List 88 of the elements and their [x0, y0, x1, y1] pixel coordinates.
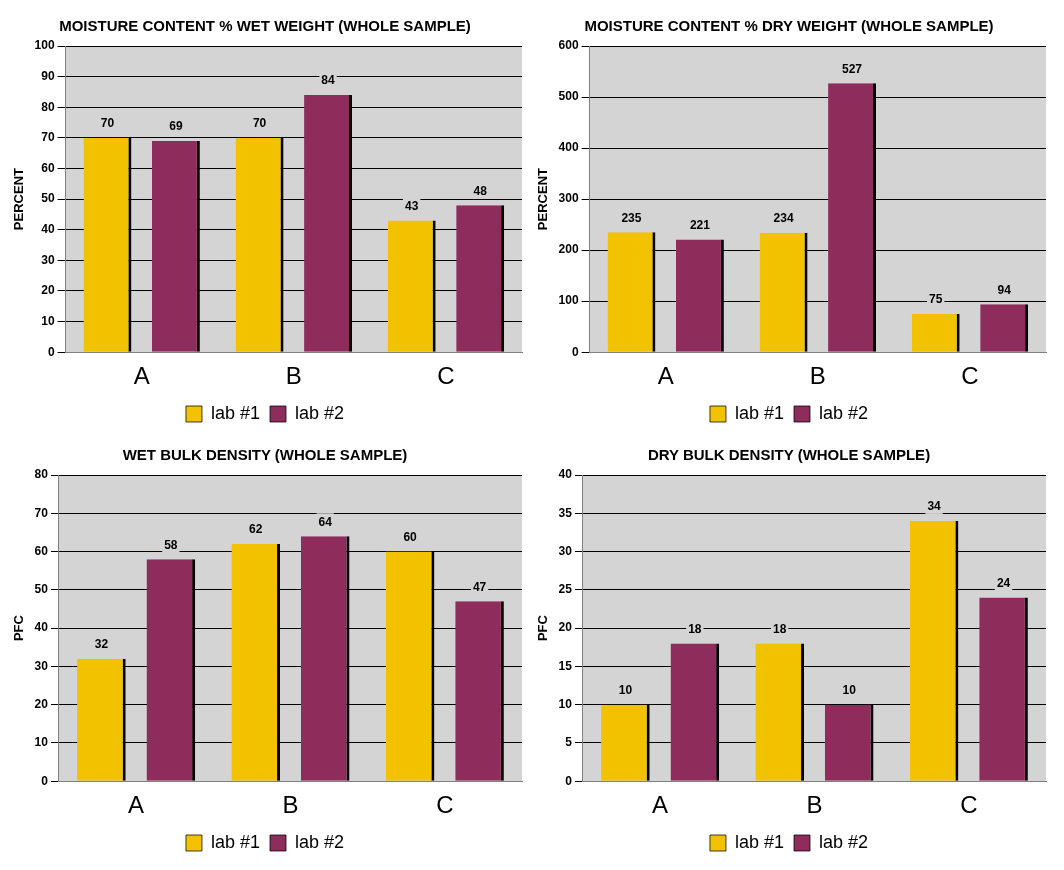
y-tick-label: 80: [34, 467, 49, 482]
y-tick-label: 50: [34, 582, 49, 597]
legend-label: lab #2: [819, 831, 869, 852]
y-tick-label: 0: [571, 344, 579, 359]
y-axis-title: PERCENT: [11, 167, 27, 231]
data-label: 234: [773, 211, 794, 226]
y-tick-label: 200: [558, 242, 579, 257]
data-label: 64: [318, 514, 333, 529]
data-label: 62: [249, 522, 263, 537]
chart-title: WET BULK DENSITY (WHOLE SAMPLE): [122, 446, 408, 464]
y-tick-label: 30: [34, 658, 49, 673]
x-tick-label: C: [437, 362, 455, 390]
data-label: 24: [996, 575, 1011, 590]
chart-title: DRY BULK DENSITY (WHOLE SAMPLE): [647, 446, 931, 464]
data-label: 527: [842, 61, 863, 76]
legend-label: lab #1: [210, 402, 260, 423]
x-tick-label: C: [960, 791, 978, 819]
data-label: 43: [405, 198, 419, 213]
x-tick-label: C: [436, 791, 454, 819]
y-tick-label: 0: [47, 344, 55, 359]
y-tick-label: 300: [558, 191, 579, 206]
data-label: 32: [94, 637, 109, 652]
y-tick-label: 20: [558, 620, 573, 635]
y-tick-label: 40: [34, 620, 49, 635]
data-label: 18: [688, 621, 702, 636]
x-tick-label: A: [133, 362, 150, 390]
data-label: 60: [403, 529, 418, 544]
data-label: 221: [689, 217, 711, 232]
y-tick-label: 500: [558, 89, 579, 104]
y-tick-label: 10: [558, 696, 573, 711]
x-tick-label: B: [806, 791, 823, 819]
y-tick-label: 10: [34, 735, 49, 750]
y-tick-label: 10: [41, 313, 55, 328]
legend-label: lab #2: [819, 402, 869, 423]
data-label: 235: [621, 210, 642, 225]
y-tick-label: 0: [41, 773, 49, 788]
y-tick-label: 600: [558, 38, 579, 53]
y-tick-label: 60: [41, 160, 55, 175]
x-tick-label: B: [282, 791, 299, 819]
legend-label: lab #1: [734, 831, 784, 852]
legend-label: lab #1: [210, 831, 260, 852]
y-tick-label: 20: [41, 283, 55, 298]
y-tick-label: 90: [41, 68, 55, 83]
y-axis-title: PFC: [11, 614, 27, 642]
y-tick-label: 40: [41, 222, 55, 237]
y-tick-label: 20: [34, 696, 49, 711]
data-label: 70: [252, 116, 267, 131]
chart-title: MOISTURE CONTENT % DRY WEIGHT (WHOLE SAMPLE): [584, 17, 994, 35]
data-label: 10: [618, 682, 633, 697]
y-tick-label: 40: [558, 467, 573, 482]
data-label: 75: [929, 292, 943, 307]
data-label: 10: [842, 682, 857, 697]
y-tick-label: 25: [558, 582, 573, 597]
y-tick-label: 100: [558, 293, 579, 308]
y-tick-label: 70: [41, 130, 55, 145]
x-tick-label: B: [285, 362, 302, 390]
y-tick-label: 100: [34, 38, 55, 53]
y-tick-label: 60: [34, 543, 49, 558]
y-axis-title: PERCENT: [535, 167, 551, 231]
data-label: 18: [773, 621, 787, 636]
y-axis-title: PFC: [535, 614, 551, 642]
data-label: 58: [164, 537, 178, 552]
x-tick-label: A: [128, 791, 145, 819]
legend-label: lab #2: [295, 831, 345, 852]
data-label: 84: [321, 73, 336, 88]
data-label: 70: [100, 116, 115, 131]
data-label: 69: [169, 119, 183, 134]
y-tick-label: 80: [41, 99, 55, 114]
y-tick-label: 35: [558, 505, 573, 520]
x-tick-label: A: [652, 791, 669, 819]
x-tick-label: B: [809, 362, 826, 390]
y-tick-label: 30: [41, 252, 55, 267]
legend-label: lab #1: [734, 402, 784, 423]
y-tick-label: 70: [34, 505, 49, 520]
data-label: 47: [472, 579, 487, 594]
y-tick-label: 30: [558, 543, 573, 558]
x-tick-label: C: [961, 362, 979, 390]
y-tick-label: 0: [565, 773, 573, 788]
y-tick-label: 400: [558, 140, 579, 155]
y-tick-label: 5: [565, 735, 573, 750]
legend-label: lab #2: [295, 402, 345, 423]
chart-title: MOISTURE CONTENT % WET WEIGHT (WHOLE SAMPLE): [59, 17, 471, 35]
y-tick-label: 50: [41, 191, 55, 206]
data-label: 94: [997, 282, 1012, 297]
y-tick-label: 15: [558, 658, 573, 673]
data-label: 34: [927, 499, 942, 514]
x-tick-label: A: [657, 362, 674, 390]
data-label: 48: [473, 183, 488, 198]
